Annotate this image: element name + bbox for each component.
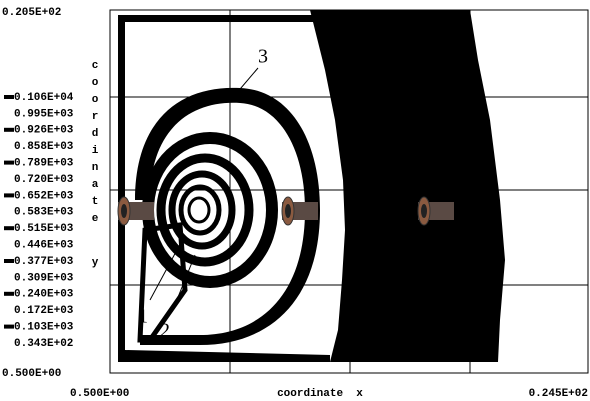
- y-title-letter: a: [92, 179, 99, 191]
- y-title-letter: r: [92, 111, 99, 123]
- level-label: 0.377E+03: [14, 256, 74, 268]
- x-right-label: 0.245E+02: [529, 388, 588, 400]
- level-label: 0.446E+03: [14, 240, 74, 252]
- level-label: 0.858E+03: [14, 141, 74, 153]
- x-left-label: 0.500E+00: [70, 388, 129, 400]
- level-label: 0.103E+03: [14, 322, 74, 334]
- annotation: 2: [160, 320, 170, 342]
- y-title-letter: o: [92, 77, 99, 89]
- level-label: 0.309E+03: [14, 272, 74, 284]
- level-dash: [4, 127, 14, 132]
- level-label: 0.343E+02: [14, 338, 73, 350]
- y-title-letter: c: [92, 60, 99, 72]
- level-label: 0.240E+03: [14, 289, 74, 301]
- level-dash: [4, 324, 14, 329]
- level-label: 0.583E+03: [14, 207, 74, 219]
- level-label: 0.172E+03: [14, 305, 74, 317]
- annotation: 1: [138, 306, 148, 328]
- level-dash: [4, 193, 14, 198]
- nozzles: [117, 196, 454, 226]
- y-top-label: 0.205E+02: [2, 7, 61, 19]
- level-label: 0.106E+04: [14, 92, 74, 104]
- annotation: 3: [258, 46, 268, 68]
- level-dash: [4, 95, 14, 99]
- level-dash: [4, 226, 14, 231]
- y-title-letter: d: [92, 128, 99, 140]
- fringe-pattern: [118, 10, 505, 362]
- grid: [109, 9, 589, 374]
- y-title-letter: e: [92, 213, 99, 225]
- y-bottom-label: 0.500E+00: [2, 368, 61, 380]
- level-label: 0.926E+03: [14, 125, 74, 137]
- y-title-letter: y: [92, 257, 99, 269]
- level-dash: [4, 259, 14, 263]
- x-title: coordinate x: [277, 388, 363, 400]
- level-label: 0.515E+03: [14, 223, 74, 235]
- y-title-letter: o: [92, 94, 99, 106]
- level-label: 0.789E+03: [14, 158, 74, 170]
- y-title-letter: t: [92, 196, 99, 208]
- leaders: [149, 67, 259, 313]
- level-label: 0.995E+03: [14, 108, 74, 120]
- y-title-letter: n: [92, 162, 99, 174]
- level-label: 0.720E+03: [14, 174, 74, 186]
- level-label: 0.652E+03: [14, 190, 74, 202]
- level-dash: [4, 291, 14, 296]
- y-title-letter: i: [92, 145, 99, 157]
- level-dash: [4, 160, 14, 165]
